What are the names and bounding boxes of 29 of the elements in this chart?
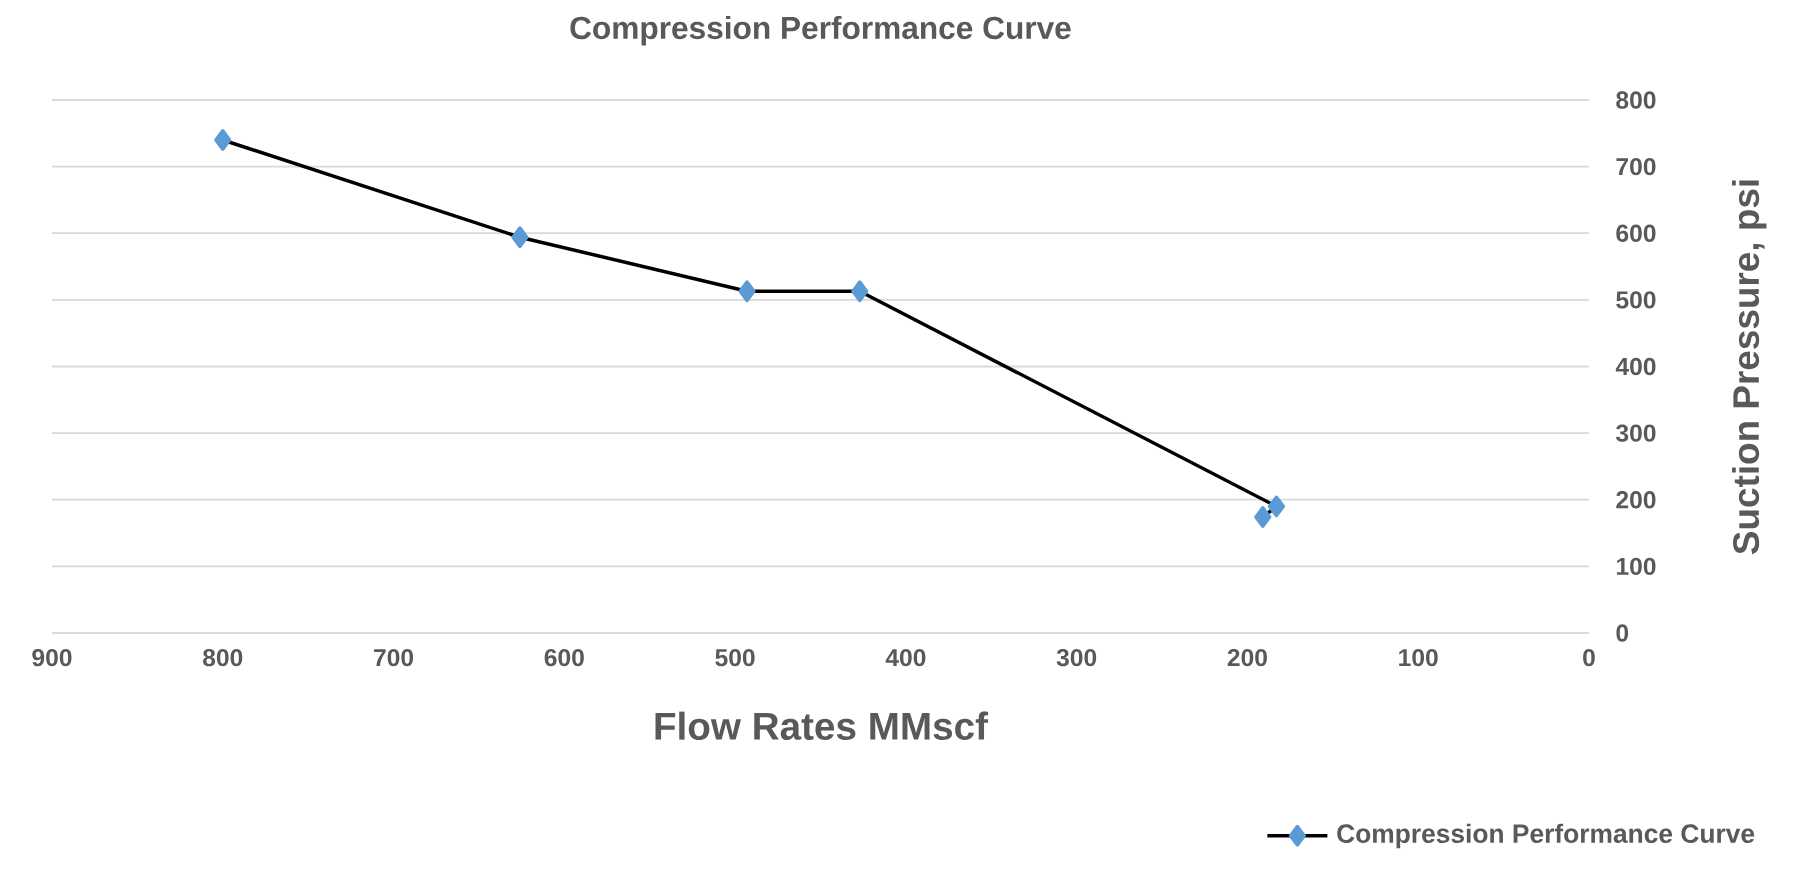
point: [738, 280, 756, 303]
x-tick-label: 600: [544, 648, 584, 667]
y-tick-label: 400: [1615, 357, 1656, 376]
point: [1254, 506, 1272, 528]
x-tick-label: 200: [1227, 648, 1267, 667]
x-tick-label: 900: [32, 648, 72, 667]
y-tick-label: 300: [1615, 424, 1656, 442]
x-tick-label: 700: [374, 648, 414, 667]
y-tick-label: 500: [1616, 291, 1656, 309]
chart-title: Compression Performance Curve: [570, 15, 1071, 46]
point: [511, 226, 529, 249]
y-tick-label: 100: [1616, 557, 1656, 576]
x-tick-label: 400: [885, 648, 926, 667]
legend-label: Compression Performance Curve: [1337, 823, 1755, 849]
y-tick-label: 700: [1616, 157, 1656, 176]
y-tick-label: 200: [1616, 491, 1656, 509]
x-axis-title: Flow Rates MMscf: [655, 711, 989, 740]
y-tick-label: 800: [1616, 91, 1656, 109]
x-tick-label: 100: [1399, 648, 1438, 667]
point: [1267, 495, 1286, 518]
x-tick-label: 300: [1056, 648, 1097, 667]
point: [214, 129, 232, 151]
x-tick-label: 800: [203, 648, 243, 667]
y-axis-title: Suction Pressure, psi: [1732, 180, 1767, 555]
x-tick-label: 500: [715, 648, 755, 667]
y-tick-label: 600: [1616, 224, 1656, 242]
y-tick-label: 0: [1616, 624, 1629, 642]
point: [851, 280, 869, 303]
x-tick-label: 0: [1583, 648, 1595, 667]
